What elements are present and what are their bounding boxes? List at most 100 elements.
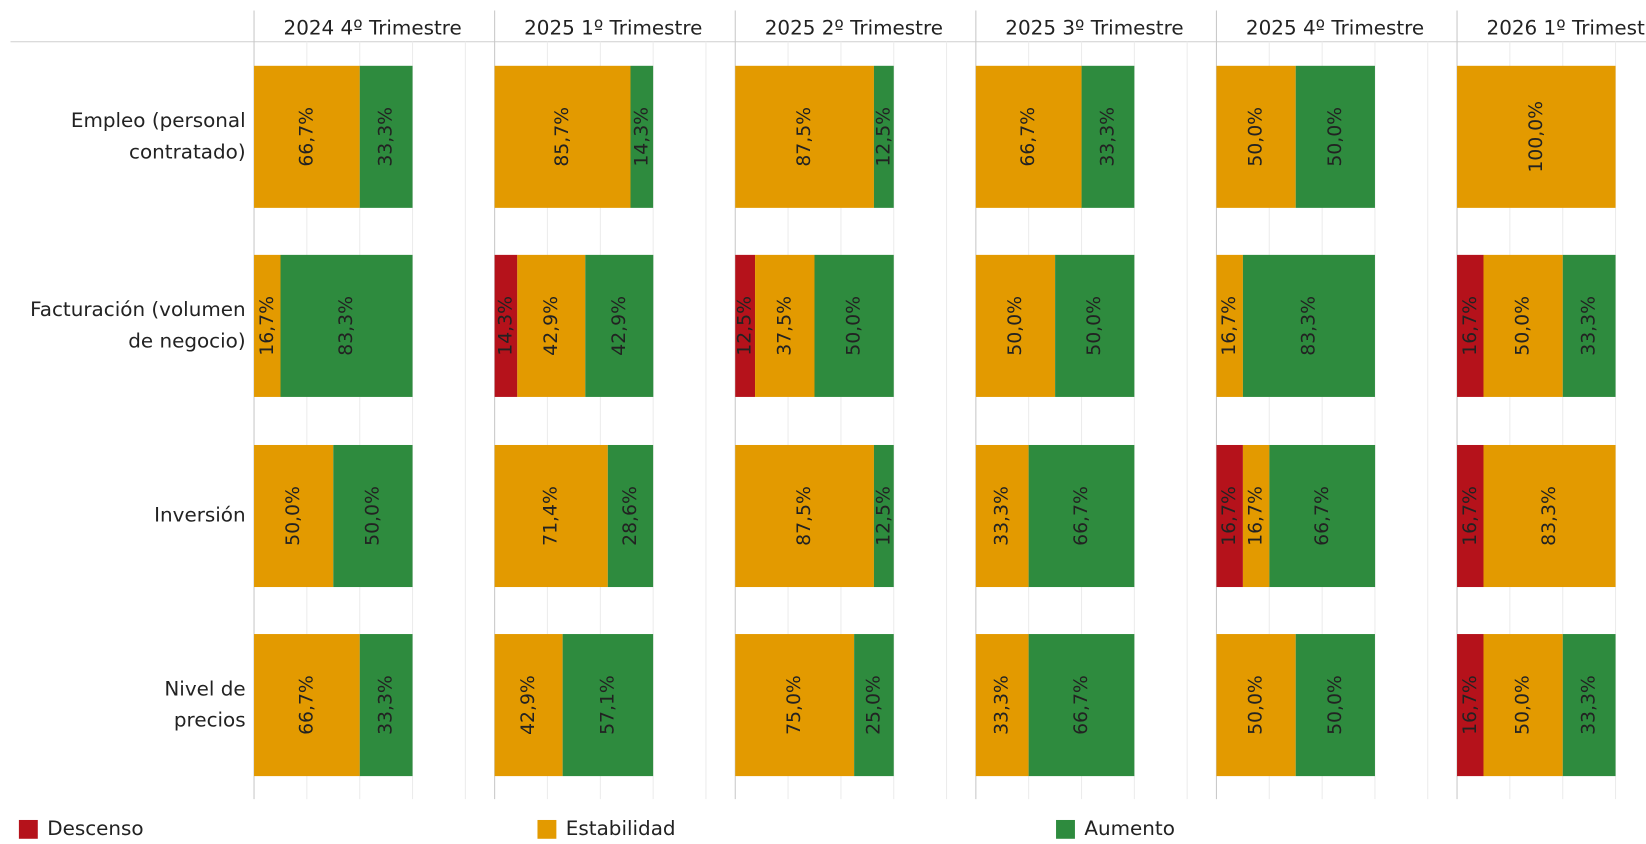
panel-title: 2025 3º Trimestre: [1005, 17, 1183, 40]
bar-segment: [1216, 65, 1296, 208]
bar-segment: [1216, 444, 1243, 588]
bar-segment: [562, 634, 654, 777]
value-label: 33,3%: [1579, 675, 1600, 735]
value-label: 75,0%: [784, 675, 805, 735]
value-label: 50,0%: [1325, 675, 1346, 735]
bar-segment: [607, 444, 654, 588]
value-label: 16,7%: [1460, 486, 1481, 546]
category-label: Nivel de precios: [164, 677, 245, 731]
bar-segment: [1055, 254, 1135, 397]
bar-segment: [1028, 634, 1135, 777]
bar-segment: [1457, 634, 1484, 777]
bar-segment: [735, 65, 874, 208]
value-label: 16,7%: [1460, 675, 1481, 735]
bar-segment: [1081, 65, 1135, 208]
bar-segment: [1295, 634, 1375, 777]
bar-segment: [873, 444, 894, 588]
value-label: 66,7%: [1018, 107, 1039, 167]
bar-segment: [517, 254, 586, 397]
value-label: 33,3%: [376, 107, 397, 167]
value-label: 50,0%: [283, 486, 304, 546]
value-label: 14,3%: [631, 107, 652, 167]
bar-segment: [1028, 444, 1135, 588]
bar-segment: [1483, 444, 1616, 588]
bar-segment: [975, 65, 1082, 208]
bar-segment: [254, 634, 360, 777]
bar-segment: [585, 254, 654, 397]
bar-segment: [975, 634, 1029, 777]
value-label: 71,4%: [541, 486, 562, 546]
bar-segment: [494, 634, 563, 777]
bar-segment: [359, 634, 413, 777]
bar-segment: [333, 444, 413, 588]
panel-title: 2024 4º Trimestre: [284, 17, 462, 40]
panel-title: 2025 4º Trimestre: [1246, 17, 1424, 40]
value-label: 42,9%: [541, 296, 562, 356]
value-label: 12,5%: [735, 296, 756, 356]
value-label: 16,7%: [257, 296, 278, 356]
value-label: 12,5%: [873, 486, 894, 546]
value-label: 85,7%: [552, 107, 573, 167]
value-label: 28,6%: [620, 486, 641, 546]
value-label: 83,3%: [1298, 296, 1319, 356]
bar-segment: [1562, 254, 1616, 397]
legend-swatch: [537, 819, 557, 839]
value-label: 66,7%: [296, 107, 317, 167]
value-label: 33,3%: [1097, 107, 1118, 167]
legend-label: Estabilidad: [566, 817, 676, 840]
bar-segment: [1295, 65, 1375, 208]
value-label: 66,7%: [296, 675, 317, 735]
value-label: 66,7%: [1071, 675, 1092, 735]
legend-swatch: [1056, 819, 1075, 839]
value-label: 12,5%: [873, 107, 894, 167]
bar-segment: [254, 254, 281, 397]
value-label: 50,0%: [1246, 107, 1267, 167]
bar-segment: [1457, 444, 1484, 588]
category-label: Facturación (volumen de negocio): [30, 298, 246, 352]
bar-segment: [1216, 634, 1296, 777]
value-label: 87,5%: [794, 107, 815, 167]
value-label: 66,7%: [1071, 486, 1092, 546]
value-label: 16,7%: [1460, 296, 1481, 356]
panel-title: 2025 1º Trimestre: [524, 17, 702, 40]
value-label: 50,0%: [844, 296, 865, 356]
value-label: 37,5%: [774, 296, 795, 356]
value-label: 14,3%: [495, 296, 516, 356]
value-label: 42,9%: [518, 675, 539, 735]
bar-segment: [494, 65, 631, 208]
value-label: 100,0%: [1526, 101, 1547, 173]
category-label: Empleo (personal contratado): [71, 109, 246, 163]
legend-label: Descenso: [47, 817, 143, 840]
value-label: 50,0%: [1513, 296, 1534, 356]
value-label: 42,9%: [609, 296, 630, 356]
legend-label: Aumento: [1084, 817, 1175, 840]
category-label: Inversión: [154, 504, 245, 527]
value-label: 16,7%: [1246, 486, 1267, 546]
value-label: 33,3%: [376, 675, 397, 735]
value-label: 16,7%: [1219, 486, 1240, 546]
value-label: 16,7%: [1219, 296, 1240, 356]
bar-segment: [494, 444, 608, 588]
value-label: 50,0%: [1325, 107, 1346, 167]
bar-segment: [735, 254, 756, 397]
value-label: 50,0%: [1513, 675, 1534, 735]
bar-segment: [1483, 254, 1563, 397]
bar-segment: [975, 254, 1056, 397]
value-label: 33,3%: [992, 486, 1013, 546]
bar-segment: [280, 254, 413, 397]
panel-title: 2026 1º Trimestre: [1487, 17, 1646, 40]
bar-segment: [1457, 254, 1484, 397]
value-label: 50,0%: [1084, 296, 1105, 356]
bar-segment: [1216, 254, 1243, 397]
value-label: 33,3%: [1579, 296, 1600, 356]
value-label: 83,3%: [1539, 486, 1560, 546]
value-label: 66,7%: [1312, 486, 1333, 546]
bar-segment: [1457, 65, 1616, 208]
bar-segment: [735, 444, 874, 588]
bar-segment: [359, 65, 413, 208]
bar-segment: [975, 444, 1029, 588]
bar-segment: [494, 254, 518, 397]
bar-segment: [630, 65, 654, 208]
value-label: 83,3%: [336, 296, 357, 356]
value-label: 25,0%: [863, 675, 884, 735]
